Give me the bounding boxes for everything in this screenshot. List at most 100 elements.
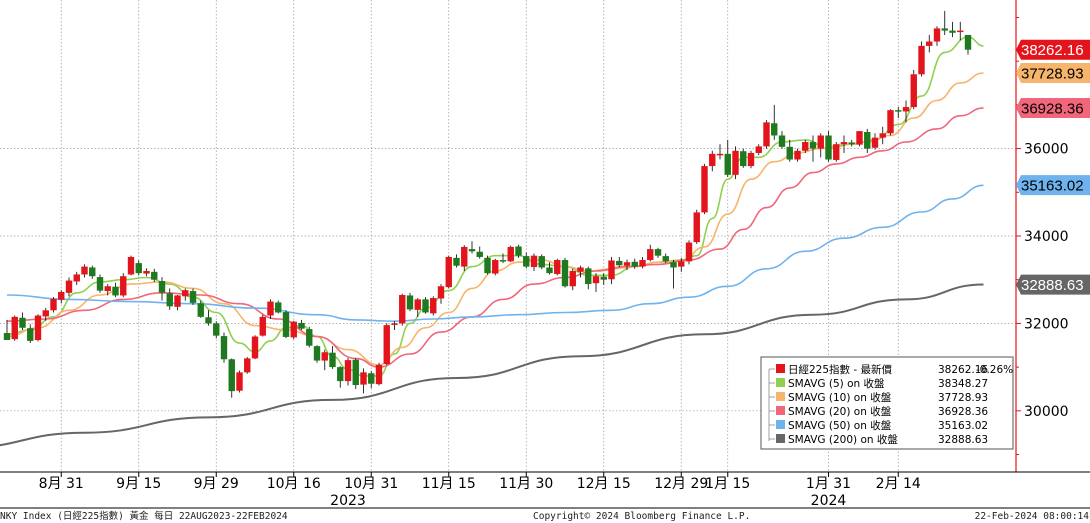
price-tag-label: 37728.93 xyxy=(1021,66,1084,83)
candle-body xyxy=(220,336,228,360)
price-tag xyxy=(1016,98,1090,119)
legend-swatch xyxy=(776,392,785,401)
candle-body xyxy=(368,373,375,384)
candle-body xyxy=(941,28,948,31)
candle-body xyxy=(546,267,553,274)
footer: NKY Index (日經225指數) 黃金 每日 22AUG2023-22FE… xyxy=(0,510,1089,522)
series-line xyxy=(0,283,984,447)
candle-body xyxy=(81,266,88,275)
x-tick-label: 9月 29 xyxy=(194,476,239,492)
x-tick-label: 10月 31 xyxy=(344,476,398,492)
candle-body xyxy=(817,135,824,149)
price-tag xyxy=(1016,175,1090,196)
candle-body xyxy=(848,142,855,145)
candle-body xyxy=(337,367,344,382)
legend-value: 37728.93 xyxy=(938,392,988,404)
candle-body xyxy=(678,261,685,267)
candle-body xyxy=(910,74,917,108)
x-tick-label: 12月 29 xyxy=(654,476,708,492)
legend-label: 日經225指數 - 最新價 xyxy=(788,363,893,376)
legend-value: 38262.16 xyxy=(938,364,988,376)
candle-body xyxy=(321,352,328,361)
candle-body xyxy=(453,257,460,266)
candle-body xyxy=(375,364,383,385)
candle-body xyxy=(786,146,793,160)
candle-body xyxy=(484,257,491,274)
candle-body xyxy=(709,153,716,167)
x-tick-label: 8月 31 xyxy=(39,476,84,492)
candle-body xyxy=(662,256,669,262)
candle-body xyxy=(515,246,522,256)
candle-body xyxy=(275,302,282,313)
candle-body xyxy=(259,316,266,336)
candle-body xyxy=(236,372,243,391)
candle-body xyxy=(778,135,786,147)
candle-body xyxy=(27,328,34,341)
candle-body xyxy=(887,110,894,134)
candle-body xyxy=(716,153,724,156)
candle-body xyxy=(701,166,708,213)
candle-body xyxy=(926,41,933,46)
candle-body xyxy=(879,133,886,138)
candle-body xyxy=(228,359,235,392)
y-tick-label: 34000 xyxy=(1024,229,1069,245)
candle-body xyxy=(65,280,73,293)
candle-body xyxy=(383,325,390,365)
candle-body xyxy=(197,303,204,317)
price-tag-label: 38262.16 xyxy=(1021,42,1084,59)
candle-body xyxy=(344,360,352,382)
legend-swatch xyxy=(776,406,785,415)
x-tick-label: 2月 14 xyxy=(876,476,921,492)
candle-body xyxy=(530,255,538,268)
legend-label: SMAVG (10) on 收盤 xyxy=(788,391,892,404)
candle-body xyxy=(391,323,398,325)
candle-body xyxy=(693,212,700,243)
candle-body xyxy=(3,333,11,341)
grid xyxy=(0,0,1016,472)
x-tick-label: 12月 15 xyxy=(577,476,631,492)
candle-body xyxy=(499,260,507,262)
candle-body xyxy=(50,298,57,311)
candle-body xyxy=(267,301,274,316)
series-line xyxy=(6,184,984,323)
candle-body xyxy=(468,249,476,252)
y-tick-label: 30000 xyxy=(1024,404,1069,420)
legend-label: SMAVG (200) on 收盤 xyxy=(788,433,898,446)
candle-body xyxy=(523,256,530,267)
candle-body xyxy=(623,262,631,266)
candle-body xyxy=(19,317,26,328)
candle-body xyxy=(933,28,941,42)
candle-body xyxy=(406,295,414,310)
legend-label: SMAVG (50) on 收盤 xyxy=(788,419,892,432)
price-tags: 38262.16 37728.93 36928.36 35163.02 32888.63 xyxy=(1016,39,1090,295)
price-tag-label: 36928.36 xyxy=(1021,101,1084,118)
candle-body xyxy=(763,122,770,147)
candle-body xyxy=(399,295,406,324)
legend-value: 36928.36 xyxy=(938,406,988,418)
candle-body xyxy=(158,281,166,293)
candle-body xyxy=(507,246,514,262)
candle-body xyxy=(895,110,902,112)
candle-body xyxy=(794,150,801,160)
candle-body xyxy=(182,290,189,297)
candle-body xyxy=(949,30,956,33)
candle-body xyxy=(740,151,747,167)
candle-body xyxy=(639,260,646,267)
candle-body xyxy=(89,267,96,277)
candle-body xyxy=(755,146,762,153)
candle-body xyxy=(244,358,251,373)
candle-body xyxy=(313,346,321,361)
candle-body xyxy=(569,270,576,287)
y-tick-label: 36000 xyxy=(1024,142,1069,158)
candle-body xyxy=(461,246,468,267)
candle-body xyxy=(329,352,336,368)
candle-body xyxy=(104,286,111,292)
candle-body xyxy=(422,299,429,313)
price-tag xyxy=(1016,63,1090,84)
candle-body xyxy=(360,372,367,385)
legend-value: 32888.63 xyxy=(938,434,988,446)
footer-timestamp: 22-Feb-2024 08:00:14 xyxy=(975,511,1090,522)
candle-body xyxy=(585,268,592,285)
x-tick-label: 11月 30 xyxy=(499,476,553,492)
legend-value: 38348.27 xyxy=(938,378,988,390)
